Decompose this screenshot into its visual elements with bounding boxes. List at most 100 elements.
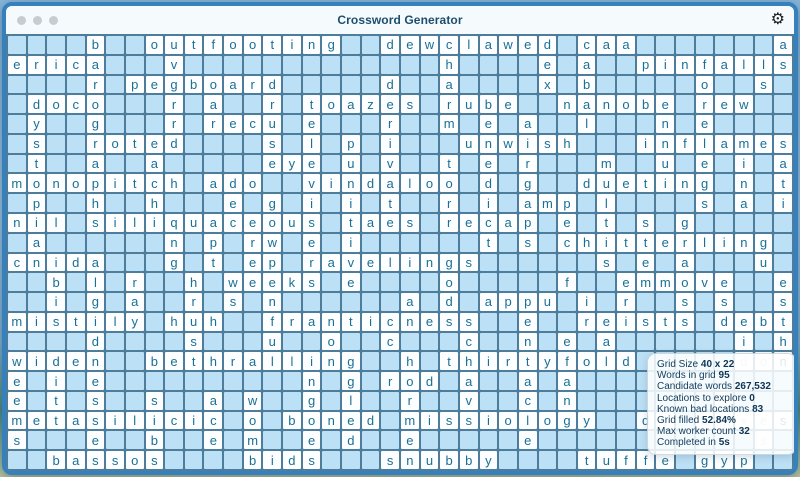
grid-cell	[636, 293, 655, 311]
grid-cell	[145, 55, 164, 74]
grid-cell: a	[342, 95, 360, 114]
grid-cell: t	[636, 174, 655, 193]
grid-cell	[538, 154, 557, 173]
grid-cell: l	[597, 352, 616, 371]
grid-cell	[479, 332, 498, 351]
minimize-button[interactable]	[33, 15, 42, 25]
grid-cell	[715, 194, 734, 212]
zoom-button[interactable]	[49, 15, 58, 25]
grid-cell: u	[165, 36, 183, 54]
grid-cell	[204, 273, 223, 292]
grid-cell	[8, 293, 26, 311]
grid-cell	[597, 115, 616, 133]
grid-cell: g	[754, 233, 773, 252]
grid-cell: w	[420, 36, 439, 54]
grid-cell: y	[283, 154, 301, 173]
grid-cell: p	[86, 174, 105, 193]
grid-cell	[499, 115, 517, 133]
grid-cell: a	[774, 36, 792, 54]
grid-cell: i	[47, 372, 65, 390]
grid-cell: u	[459, 95, 478, 114]
grid-cell: c	[165, 411, 183, 430]
grid-cell	[577, 134, 596, 153]
grid-cell: g	[695, 451, 714, 469]
grid-cell: c	[145, 174, 164, 193]
grid-cell	[184, 253, 203, 272]
grid-cell	[479, 391, 498, 410]
grid-cell	[538, 372, 557, 390]
grid-cell	[420, 75, 439, 94]
grid-cell: e	[224, 115, 242, 133]
grid-cell	[420, 213, 439, 232]
grid-cell	[499, 75, 517, 94]
grid-cell	[361, 194, 380, 212]
grid-cell: e	[774, 273, 792, 292]
grid-cell	[204, 134, 223, 153]
grid-cell: n	[302, 36, 321, 54]
grid-cell: r	[695, 95, 714, 114]
grid-cell: p	[342, 134, 360, 153]
grid-cell: n	[676, 55, 694, 74]
grid-cell: e	[243, 213, 262, 232]
grid-cell: f	[617, 451, 635, 469]
grid-cell	[224, 451, 242, 469]
grid-cell	[735, 75, 753, 94]
grid-cell	[735, 253, 753, 272]
grid-cell	[597, 134, 616, 153]
grid-cell: e	[165, 352, 183, 371]
grid-cell: r	[204, 115, 223, 133]
grid-cell	[322, 233, 341, 252]
grid-cell: n	[86, 352, 105, 371]
grid-cell	[459, 154, 478, 173]
grid-cell	[8, 332, 26, 351]
grid-cell: l	[342, 391, 360, 410]
grid-cell: a	[479, 293, 498, 311]
grid-cell: b	[145, 431, 164, 450]
grid-cell	[322, 115, 341, 133]
gear-icon[interactable]: ⚙	[770, 11, 785, 28]
grid-cell: i	[86, 312, 105, 331]
grid-cell: i	[47, 55, 65, 74]
grid-cell	[774, 115, 792, 133]
grid-cell: s	[440, 411, 458, 430]
grid-cell	[420, 134, 439, 153]
grid-cell	[204, 194, 223, 212]
grid-cell	[400, 233, 419, 252]
grid-cell	[361, 273, 380, 292]
close-button[interactable]	[17, 15, 26, 25]
grid-cell	[66, 391, 85, 410]
grid-cell: a	[361, 213, 380, 232]
grid-cell: t	[66, 312, 85, 331]
grid-cell: s	[302, 273, 321, 292]
grid-cell: a	[676, 253, 694, 272]
grid-cell	[47, 154, 65, 173]
grid-cell	[695, 213, 714, 232]
grid-cell: l	[86, 273, 105, 292]
grid-cell: n	[479, 134, 498, 153]
grid-cell	[676, 95, 694, 114]
grid-cell	[283, 391, 301, 410]
stat-line: Grid filled 52.84%	[657, 415, 736, 427]
grid-cell: w	[499, 36, 517, 54]
grid-cell: e	[656, 233, 675, 252]
grid-cell	[597, 391, 616, 410]
grid-cell: e	[145, 134, 164, 153]
grid-cell: i	[184, 411, 203, 430]
grid-cell: i	[342, 233, 360, 252]
grid-cell: s	[774, 55, 792, 74]
stat-value: 267,532	[734, 381, 771, 393]
grid-cell	[263, 55, 282, 74]
grid-cell: v	[381, 154, 399, 173]
grid-cell	[420, 273, 439, 292]
grid-cell	[381, 233, 399, 252]
grid-cell	[361, 372, 380, 390]
grid-cell	[8, 154, 26, 173]
grid-cell: e	[558, 332, 576, 351]
grid-cell	[283, 95, 301, 114]
grid-cell: c	[381, 332, 399, 351]
grid-cell: a	[715, 55, 734, 74]
grid-cell: i	[636, 134, 655, 153]
grid-cell: e	[381, 95, 399, 114]
grid-cell	[754, 451, 773, 469]
grid-cell	[342, 115, 360, 133]
